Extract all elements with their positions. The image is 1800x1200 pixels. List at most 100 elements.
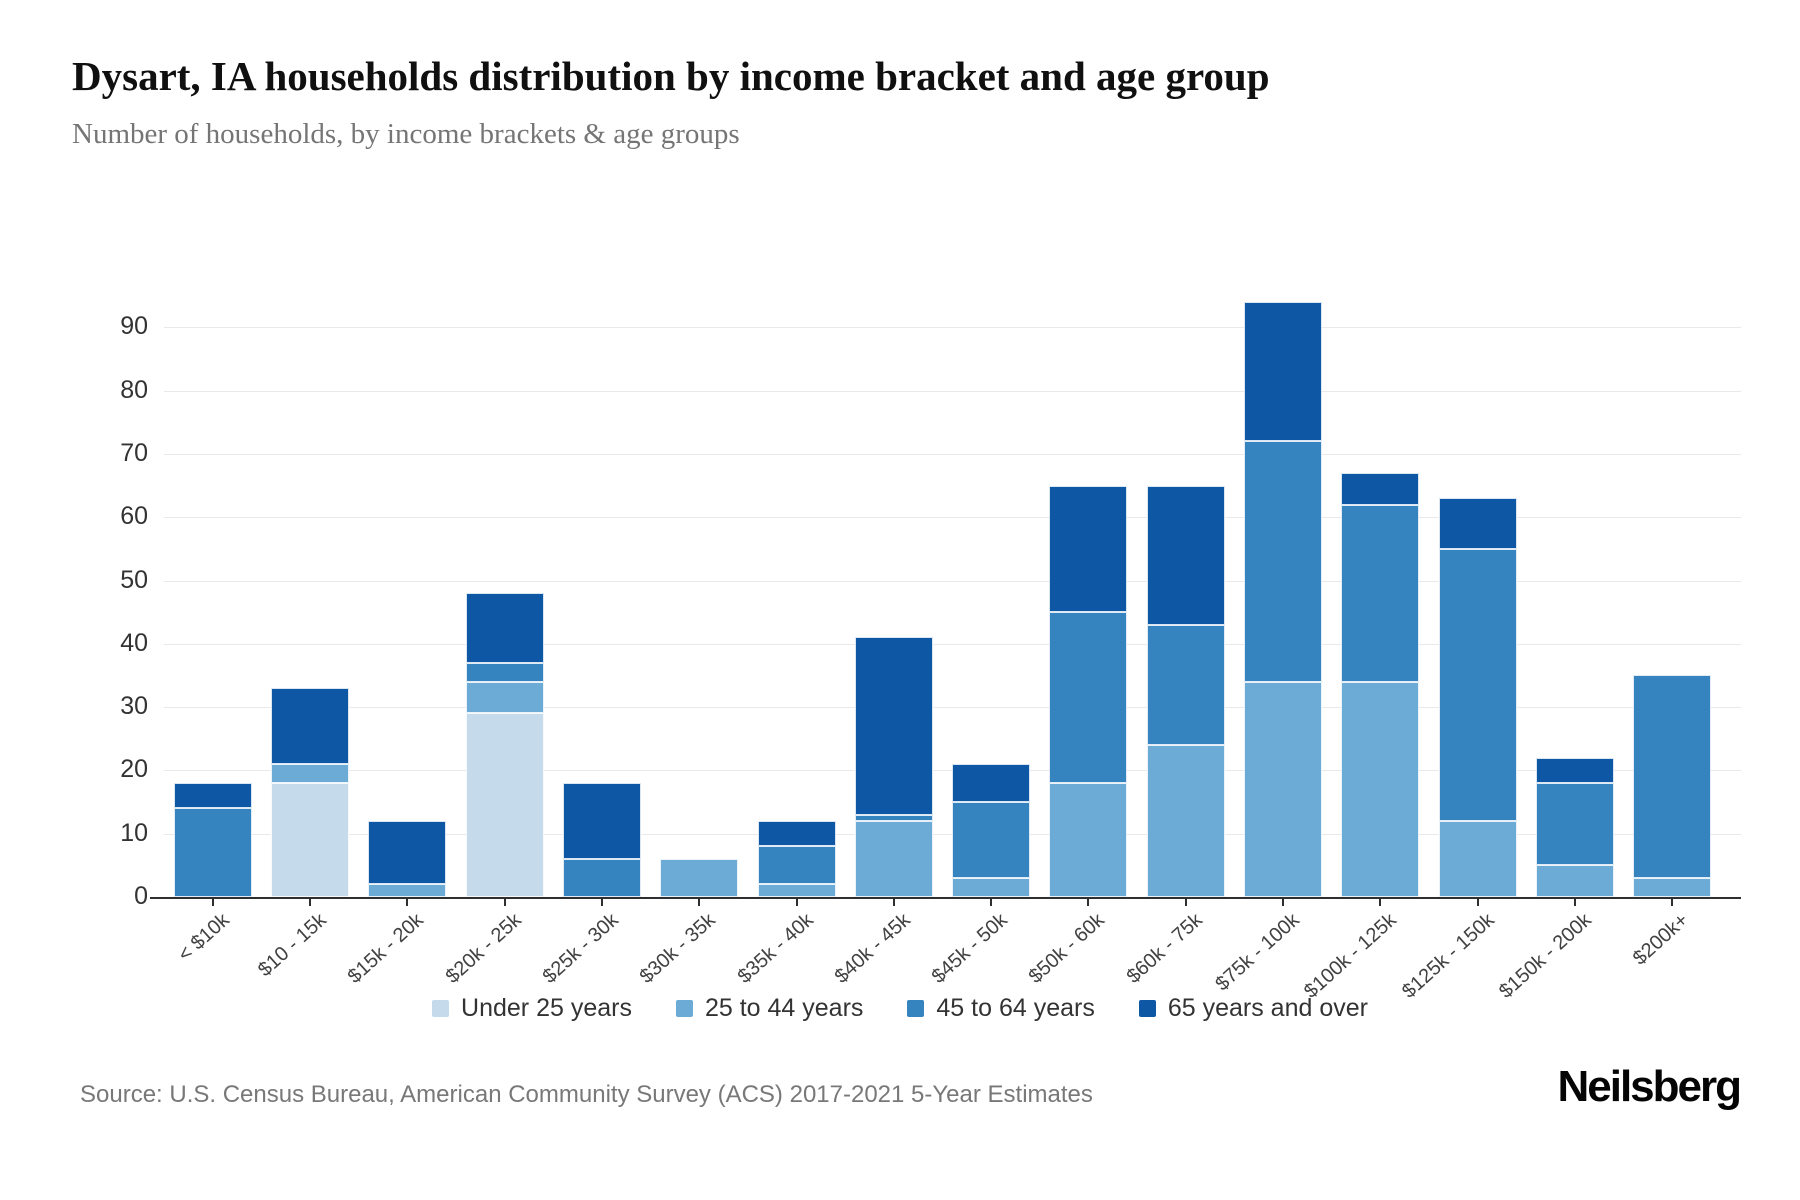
legend-label: 65 years and over xyxy=(1167,994,1368,1022)
x-axis-tick xyxy=(795,899,798,906)
x-axis-tick-label: $25k - 30k xyxy=(538,909,623,988)
source-note: Source: U.S. Census Bureau, American Com… xyxy=(80,1081,1093,1108)
bar-segment[interactable] xyxy=(270,764,349,784)
x-axis-tick xyxy=(892,899,895,906)
legend-item[interactable]: 45 to 64 years xyxy=(907,994,1095,1023)
x-axis-tick xyxy=(1476,899,1479,906)
chart-title: Dysart, IA households distribution by in… xyxy=(72,53,1270,99)
legend-item[interactable]: 65 years and over xyxy=(1138,994,1368,1023)
x-axis-tick xyxy=(990,899,993,906)
bar-segment[interactable] xyxy=(1341,504,1420,682)
x-axis-tick-label: $200k+ xyxy=(1629,909,1694,970)
x-axis-tick-label: $100k - 125k xyxy=(1300,909,1402,1003)
bar-segment[interactable] xyxy=(1244,441,1323,682)
gridline xyxy=(164,327,1741,329)
bar-segment[interactable] xyxy=(1633,878,1712,897)
bar-segment[interactable] xyxy=(270,783,349,897)
bar-segment[interactable] xyxy=(757,884,836,897)
bar-segment[interactable] xyxy=(660,859,739,897)
bar-segment[interactable] xyxy=(1244,301,1323,442)
x-axis-tick-label: $50k - 60k xyxy=(1025,909,1110,988)
bar-segment[interactable] xyxy=(465,662,544,682)
x-axis-tick xyxy=(406,899,409,906)
y-axis-tick-label: 20 xyxy=(120,755,148,784)
gridline xyxy=(164,453,1741,455)
gridline xyxy=(164,390,1741,392)
brand-logo[interactable]: Neilsberg xyxy=(1557,1062,1742,1111)
x-axis-tick xyxy=(1379,899,1382,906)
x-axis-tick-label: $60k - 75k xyxy=(1122,909,1207,988)
y-axis-tick-label: 90 xyxy=(120,312,148,341)
y-axis-tick-label: 30 xyxy=(120,692,148,721)
x-axis-tick-label: $75k - 100k xyxy=(1211,909,1304,996)
bar-segment[interactable] xyxy=(1536,865,1615,897)
bar-segment[interactable] xyxy=(1244,681,1323,897)
bar-segment[interactable] xyxy=(1049,612,1128,784)
bar-segment[interactable] xyxy=(1146,745,1225,897)
bar-segment[interactable] xyxy=(1438,821,1517,897)
x-axis-tick-label: < $10k xyxy=(173,909,234,966)
bar-segment[interactable] xyxy=(270,688,349,765)
bar-segment[interactable] xyxy=(562,859,641,897)
bar-segment[interactable] xyxy=(854,814,933,822)
y-axis-tick-label: 40 xyxy=(120,628,148,657)
bar-segment[interactable] xyxy=(952,802,1031,878)
legend-item[interactable]: 25 to 44 years xyxy=(675,994,864,1023)
y-axis-tick-label: 80 xyxy=(120,375,148,404)
bar-segment[interactable] xyxy=(1049,485,1128,613)
bar-segment[interactable] xyxy=(952,878,1031,897)
x-axis-tick-label: $15k - 20k xyxy=(343,909,429,988)
x-axis-tick xyxy=(503,899,506,906)
bar-segment[interactable] xyxy=(173,808,252,897)
y-axis-tick-label: 10 xyxy=(120,818,148,847)
bar-segment[interactable] xyxy=(1146,485,1225,625)
gridline xyxy=(164,643,1741,645)
legend-label: 25 to 44 years xyxy=(704,994,864,1022)
y-axis-tick-label: 50 xyxy=(120,565,148,594)
bar-segment[interactable] xyxy=(952,764,1031,803)
bar-segment[interactable] xyxy=(1341,472,1420,505)
x-axis-line xyxy=(150,897,1741,899)
legend-label: Under 25 years xyxy=(461,994,632,1022)
x-axis-tick-label: $40k - 45k xyxy=(830,909,915,988)
x-axis-tick-label: $125k - 150k xyxy=(1397,909,1499,1003)
x-axis-tick xyxy=(698,899,701,906)
legend-swatch xyxy=(1138,1000,1156,1017)
x-axis-tick-label: $35k - 40k xyxy=(733,909,818,988)
bar-segment[interactable] xyxy=(1438,548,1517,822)
bar-segment[interactable] xyxy=(1341,681,1420,897)
bar-segment[interactable] xyxy=(1146,624,1225,746)
x-axis-tick-label: $10 - 15k xyxy=(253,909,331,982)
x-axis-tick-label: $45k - 50k xyxy=(927,909,1012,988)
bar-segment[interactable] xyxy=(854,821,933,897)
x-axis-tick xyxy=(308,899,311,906)
x-axis-tick xyxy=(1671,899,1674,906)
bar-segment[interactable] xyxy=(173,783,252,809)
chart-subtitle: Number of households, by income brackets… xyxy=(72,118,740,150)
bar-segment[interactable] xyxy=(562,783,641,859)
bar-segment[interactable] xyxy=(1633,675,1712,878)
bar-segment[interactable] xyxy=(368,821,447,885)
bar-segment[interactable] xyxy=(368,884,447,897)
bar-segment[interactable] xyxy=(1536,783,1615,866)
legend-label: 45 to 64 years xyxy=(936,994,1095,1022)
legend-swatch xyxy=(907,1000,925,1017)
bar-segment[interactable] xyxy=(757,846,836,885)
gridline xyxy=(164,707,1741,709)
bar-segment[interactable] xyxy=(465,593,544,663)
bar-segment[interactable] xyxy=(757,821,836,847)
bar-segment[interactable] xyxy=(1536,757,1615,784)
bar-segment[interactable] xyxy=(854,637,933,815)
legend-swatch xyxy=(675,1000,693,1017)
bar-segment[interactable] xyxy=(1049,783,1128,897)
bar-segment[interactable] xyxy=(465,681,544,714)
x-axis-tick-label: $30k - 35k xyxy=(635,909,720,988)
legend-item[interactable]: Under 25 years xyxy=(432,994,632,1023)
bar-segment[interactable] xyxy=(1438,498,1517,549)
y-axis-tick-label: 60 xyxy=(120,502,148,531)
x-axis-tick xyxy=(1087,899,1090,906)
x-axis-tick-label: $150k - 200k xyxy=(1495,909,1596,1003)
bar-segment[interactable] xyxy=(465,713,544,897)
